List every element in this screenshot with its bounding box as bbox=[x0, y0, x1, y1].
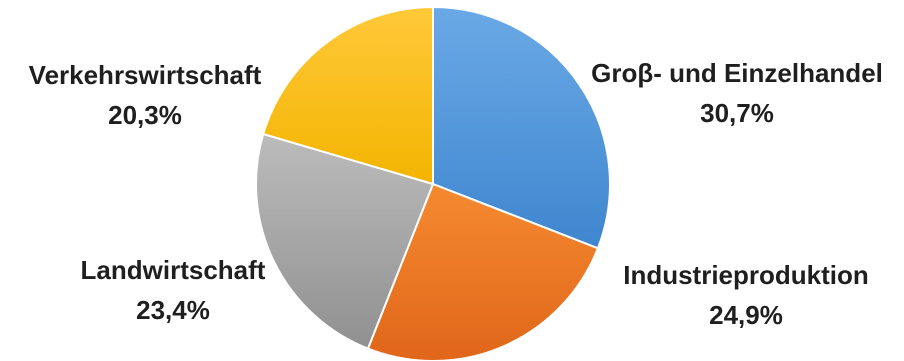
slice-label-name: Industrieproduktion bbox=[623, 260, 869, 290]
pie-slice-groβ-und-einzelhandel bbox=[432, 5, 611, 250]
slice-label-landwirtschaft: Landwirtschaft 23,4% bbox=[53, 250, 293, 330]
pie-slice-landwirtschaft bbox=[255, 132, 435, 350]
slice-label-value: 24,9% bbox=[709, 300, 783, 330]
pie-slice-verkehrswirtschaft bbox=[261, 5, 434, 186]
slice-label-verkehrswirtschaft: Verkehrswirtschaft 20,3% bbox=[0, 55, 290, 135]
slice-label-name: Verkehrswirtschaft bbox=[28, 60, 262, 90]
pie-slices bbox=[255, 5, 611, 361]
slice-label-name: Landwirtschaft bbox=[80, 255, 266, 285]
slice-label-gross-und-einzelhandel: Groβ- und Einzelhandel 30,7% bbox=[577, 53, 897, 133]
slice-label-industrieproduktion: Industrieproduktion 24,9% bbox=[596, 255, 896, 335]
slice-label-value: 30,7% bbox=[700, 98, 774, 128]
slice-label-value: 20,3% bbox=[108, 100, 182, 130]
slice-label-name: Groβ- und Einzelhandel bbox=[591, 58, 883, 88]
slice-label-value: 23,4% bbox=[136, 295, 210, 325]
pie-slice-industrieproduktion bbox=[366, 182, 600, 361]
